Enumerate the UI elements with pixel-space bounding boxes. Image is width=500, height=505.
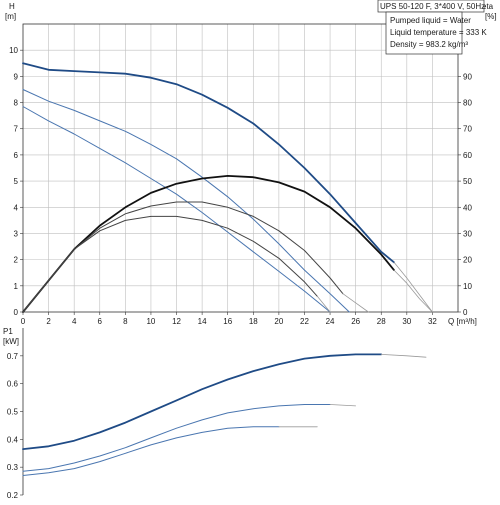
flow-tick-label-3: 6 xyxy=(98,317,103,326)
efficiency-curve-4 xyxy=(22,174,395,313)
flow-tick-label-6: 12 xyxy=(172,317,181,326)
head-tick-label-8: 8 xyxy=(14,99,19,108)
efficiency-curve-8 xyxy=(22,215,318,313)
flow-tick-label-13: 26 xyxy=(351,317,360,326)
liquid-info-box xyxy=(385,11,463,55)
flow-tick-label-14: 28 xyxy=(377,317,386,326)
head-tick-label-2: 2 xyxy=(14,256,19,265)
power-curve-1 xyxy=(380,353,427,358)
efficiency-curve-6 xyxy=(22,201,344,313)
flow-tick-label-1: 2 xyxy=(46,317,51,326)
density-label: Density = 983.2 kg/m³ xyxy=(390,40,468,49)
label-layer: H [m] eta [%] Q [m³/h] P1 [kW] xyxy=(3,2,497,346)
eta-tick-label-4: 40 xyxy=(463,203,472,212)
efficiency-curve-7 xyxy=(342,293,369,313)
power-tick-label-4: 0.6 xyxy=(7,380,19,389)
head-axis-label: H xyxy=(9,2,15,11)
head-tick-label-7: 7 xyxy=(14,125,19,134)
pumped-liquid-label: Pumped liquid = Water xyxy=(390,16,471,25)
eta-tick-label-6: 60 xyxy=(463,151,472,160)
eta-tick-label-8: 80 xyxy=(463,99,472,108)
head-tick-label-4: 4 xyxy=(14,203,19,212)
head-plot-frame xyxy=(22,23,459,313)
head-tick-label-6: 6 xyxy=(14,151,19,160)
flow-tick-label-2: 4 xyxy=(72,317,77,326)
power-curve-4 xyxy=(22,426,280,476)
power-tick-label-3: 0.5 xyxy=(7,408,19,417)
power-curve-2 xyxy=(22,404,331,472)
flow-tick-label-9: 18 xyxy=(249,317,258,326)
flow-tick-label-7: 14 xyxy=(198,317,207,326)
head-tick-label-0: 0 xyxy=(14,308,19,317)
power-axis-unit: [kW] xyxy=(3,337,19,346)
eta-tick-label-7: 70 xyxy=(463,125,472,134)
efficiency-axis-unit: [%] xyxy=(485,12,497,21)
head-tick-label-9: 9 xyxy=(14,72,19,81)
pump-model-label: UPS 50-120 F, 3*400 V, 50Hz xyxy=(380,2,485,11)
head-curve-2 xyxy=(22,89,350,313)
efficiency-curve-5 xyxy=(393,269,433,313)
eta-tick-label-1: 10 xyxy=(463,282,472,291)
head-axis-unit: [m] xyxy=(5,12,16,21)
eta-tick-label-3: 30 xyxy=(463,229,472,238)
flow-tick-label-16: 32 xyxy=(428,317,437,326)
flow-tick-label-12: 24 xyxy=(326,317,335,326)
head-tick-label-10: 10 xyxy=(9,46,18,55)
flow-tick-label-10: 20 xyxy=(274,317,283,326)
power-axis-label: P1 xyxy=(3,327,13,336)
head-curve-1 xyxy=(393,261,433,313)
power-tick-label-1: 0.3 xyxy=(7,463,19,472)
flow-tick-label-15: 30 xyxy=(402,317,411,326)
pump-info-box: UPS 50-120 F, 3*400 V, 50Hz Pumped liqui… xyxy=(377,0,487,55)
head-curve-0 xyxy=(22,62,395,264)
flow-tick-label-5: 10 xyxy=(146,317,155,326)
eta-tick-label-2: 20 xyxy=(463,256,472,265)
head-tick-label-3: 3 xyxy=(14,229,19,238)
liquid-temperature-label: Liquid temperature = 333 K xyxy=(390,28,487,37)
head-curve-3 xyxy=(22,106,331,313)
eta-tick-label-0: 0 xyxy=(463,308,468,317)
flow-axis-label: Q [m³/h] xyxy=(448,317,477,326)
head-tick-label-5: 5 xyxy=(14,177,19,186)
series-layer xyxy=(22,62,433,476)
flow-tick-label-11: 22 xyxy=(300,317,309,326)
flow-tick-label-4: 8 xyxy=(123,317,128,326)
eta-tick-label-9: 90 xyxy=(463,72,472,81)
power-tick-label-0: 0.2 xyxy=(7,491,19,500)
flow-tick-label-8: 16 xyxy=(223,317,232,326)
head-tick-label-1: 1 xyxy=(14,282,19,291)
power-curve-3 xyxy=(329,404,357,407)
flow-tick-label-0: 0 xyxy=(21,317,26,326)
power-tick-label-5: 0.7 xyxy=(7,352,19,361)
power-curve-0 xyxy=(22,353,383,451)
grid-layer xyxy=(23,24,458,312)
efficiency-curve-9 xyxy=(316,295,331,313)
efficiency-axis-label: eta xyxy=(482,2,494,11)
eta-tick-label-5: 50 xyxy=(463,177,472,186)
power-tick-label-2: 0.4 xyxy=(7,435,19,444)
